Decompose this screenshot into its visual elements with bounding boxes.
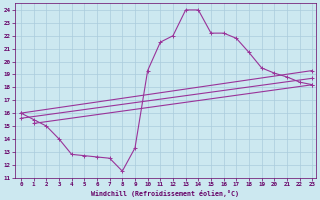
X-axis label: Windchill (Refroidissement éolien,°C): Windchill (Refroidissement éolien,°C) [92,190,239,197]
